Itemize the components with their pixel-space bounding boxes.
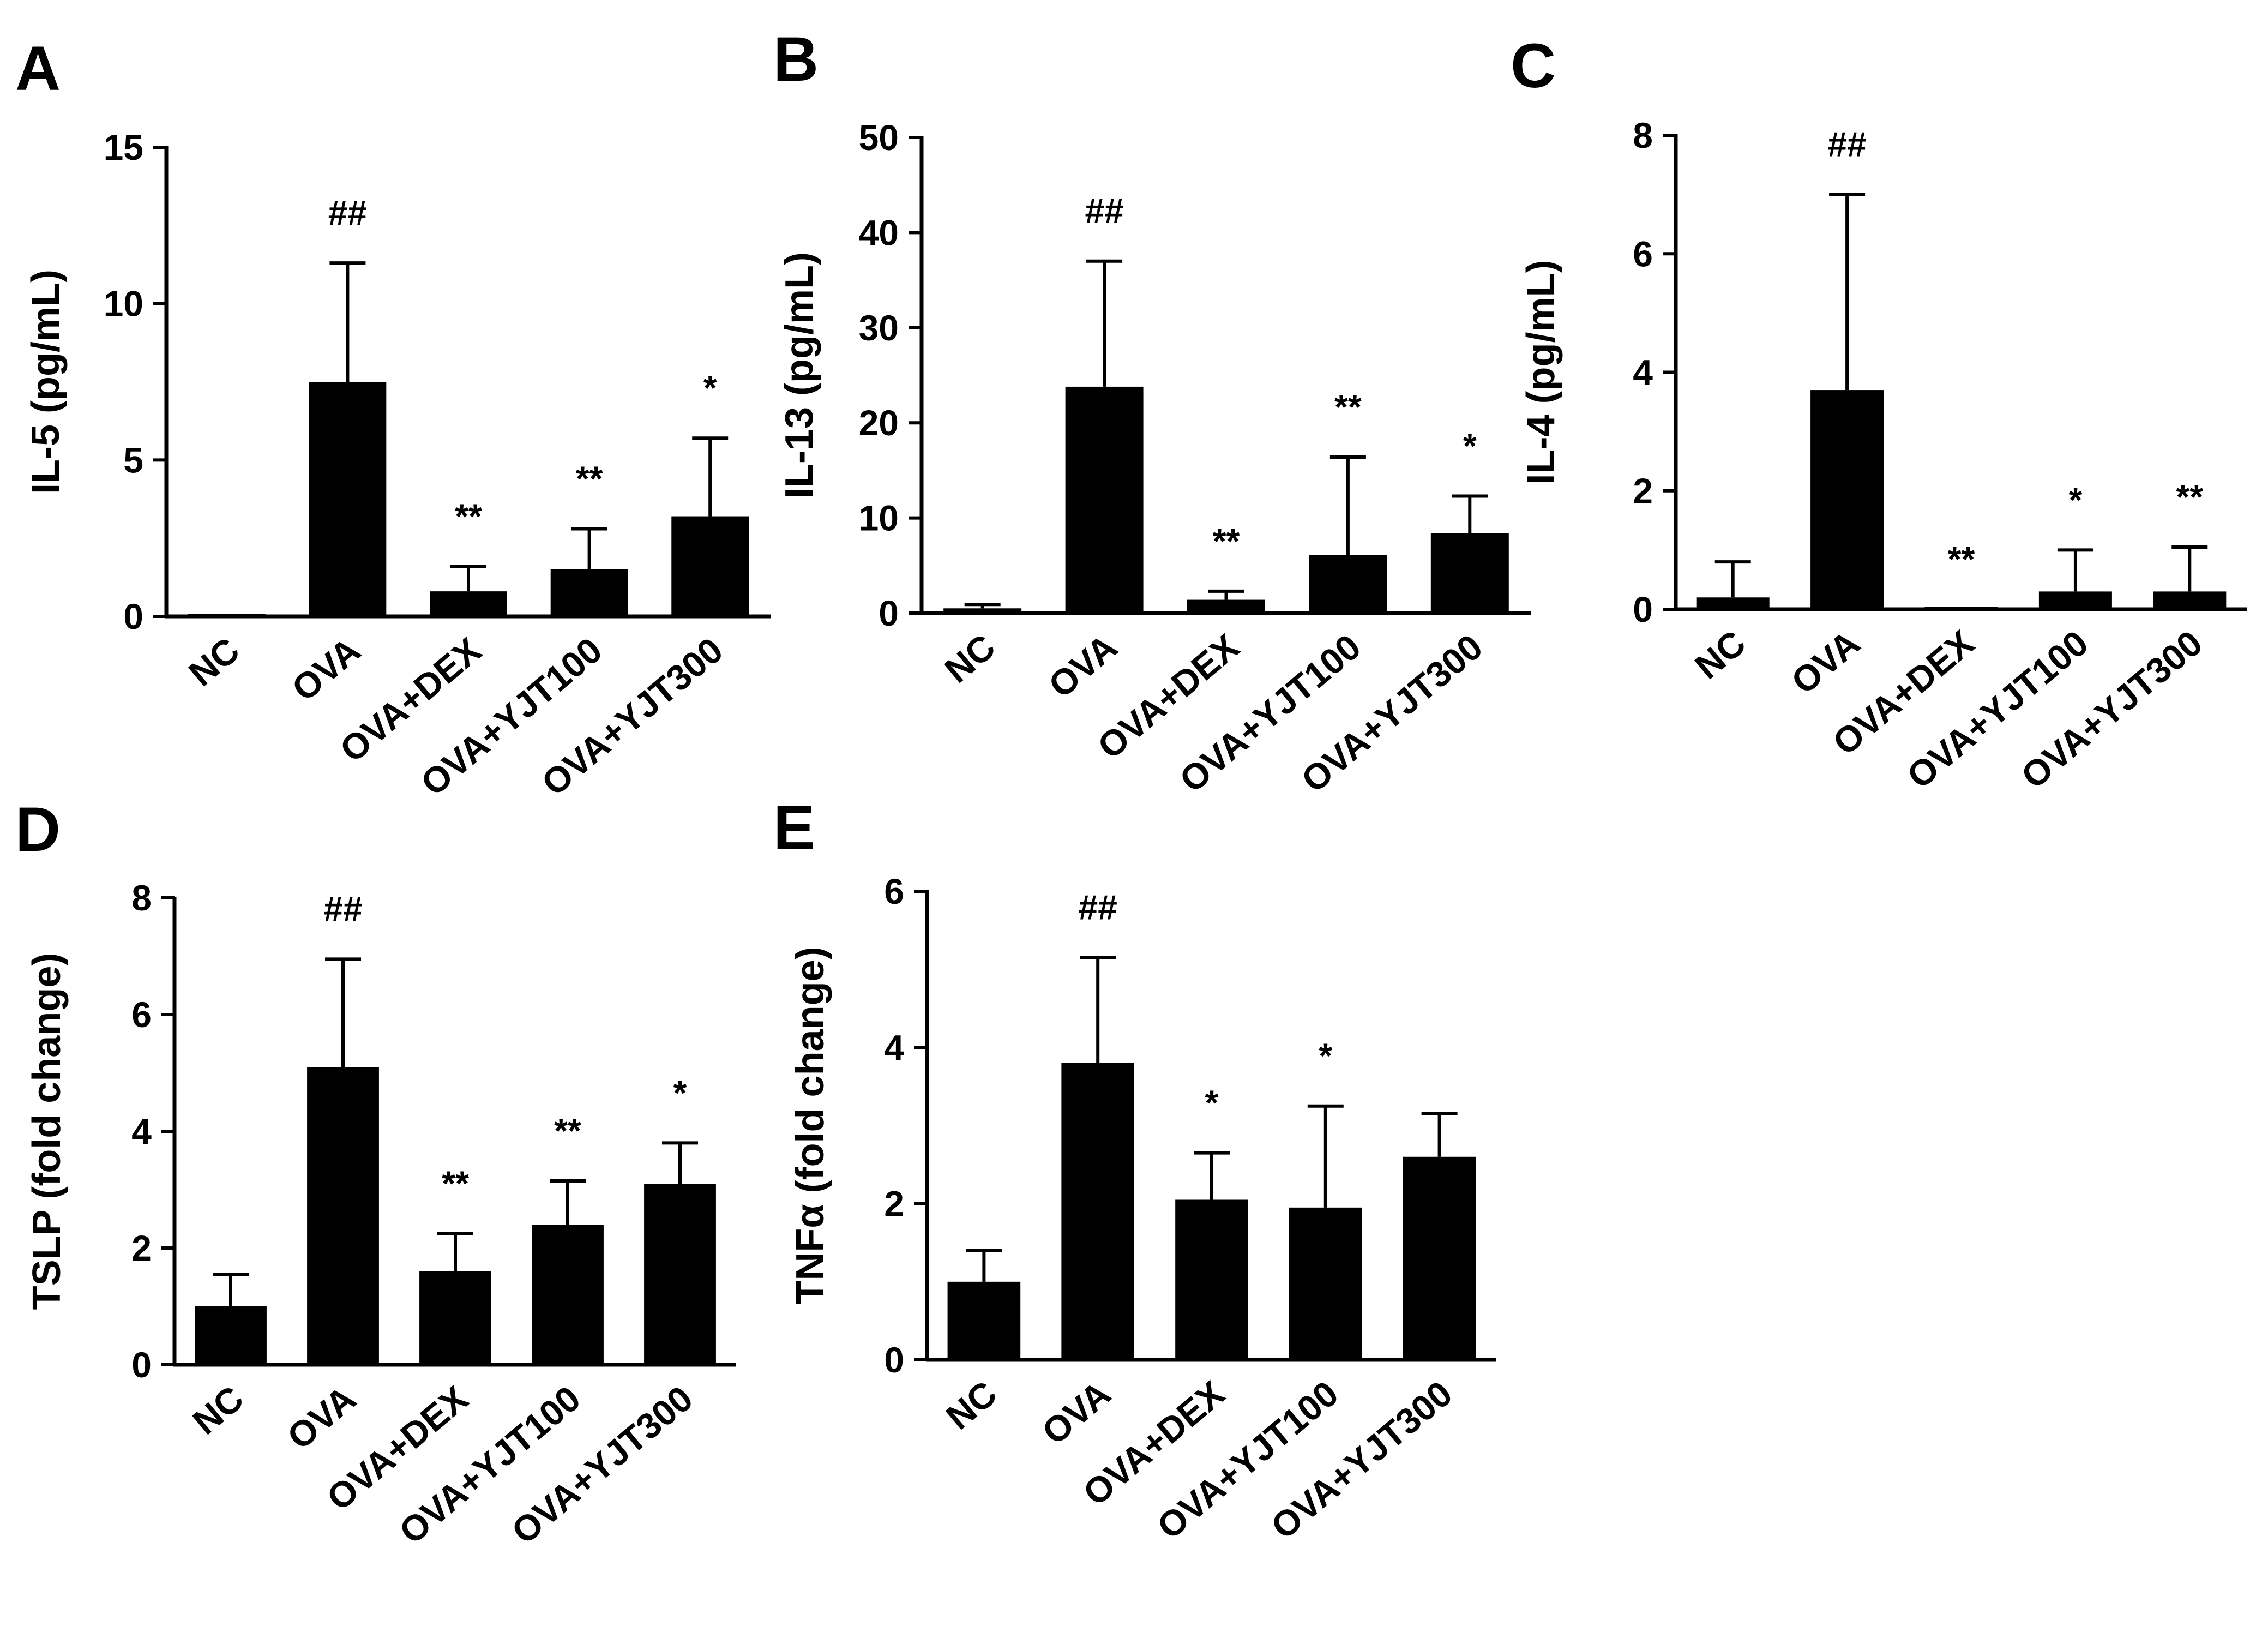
panel-e-y-tick-label: 2 (884, 1184, 904, 1224)
panel-e-category-label: NC (939, 1373, 1004, 1437)
panel-b-y-tick-label: 50 (859, 117, 899, 158)
panel-d-significance-label: ## (323, 889, 362, 928)
panel-d-y-tick-label: 4 (131, 1111, 152, 1151)
panel-a-significance-label: * (703, 368, 717, 407)
panel-e-y-tick-label: 4 (884, 1027, 904, 1067)
panel-a-y-axis-label: IL-5 (pg/mL) (24, 269, 68, 494)
panel-e-significance-label: * (1205, 1083, 1219, 1123)
panel-a-bar (430, 591, 507, 616)
panel-a-category-label: OVA (284, 629, 368, 709)
panel-d-bar (532, 1225, 604, 1365)
panel-d-y-tick-label: 0 (131, 1345, 152, 1385)
panel-c-y-axis-label: IL-4 (pg/mL) (1519, 260, 1563, 485)
panel-e-bar (1289, 1207, 1362, 1360)
panel-c-letter: C (1511, 31, 1556, 101)
panel-b-y-tick-label: 10 (859, 498, 899, 538)
panel-a-significance-label: ** (455, 496, 482, 536)
panel-d-category-label: OVA (280, 1378, 363, 1457)
panel-b-bar (1430, 533, 1509, 613)
panel-c-y-tick-label: 8 (1633, 115, 1653, 155)
panel-a-significance-label: ** (576, 459, 603, 498)
panel-d-significance-label: ** (442, 1163, 469, 1203)
panel-d-bar (195, 1306, 267, 1365)
panel-b-category-label: OVA (1041, 626, 1124, 705)
panel-d-significance-label: ** (554, 1111, 581, 1150)
panel-a-bar (550, 569, 628, 616)
panel-d-y-tick-label: 8 (131, 878, 152, 918)
panel-c-bar (1696, 597, 1770, 609)
panel-a-y-tick-label: 15 (104, 127, 143, 167)
panel-c-y-tick-label: 2 (1633, 471, 1653, 511)
panel-c: CIL-4 (pg/mL)02468NC##OVA**OVA+DEX*OVA+Y… (1511, 31, 2247, 796)
panel-c-y-tick-label: 6 (1633, 233, 1653, 274)
panel-d-letter: D (15, 795, 61, 865)
panel-e-y-tick-label: 6 (884, 871, 904, 911)
panel-b-bar (1065, 386, 1144, 613)
panel-b-y-tick-label: 30 (859, 308, 899, 348)
panel-b-y-axis-label: IL-13 (pg/mL) (778, 252, 821, 499)
panel-a-letter: A (15, 34, 61, 104)
panel-d-y-tick-label: 6 (131, 994, 152, 1035)
panel-c-y-tick-label: 4 (1633, 352, 1653, 393)
panel-b-significance-label: ** (1334, 387, 1362, 427)
panel-d-y-tick-label: 2 (131, 1228, 152, 1268)
panel-e-letter: E (773, 793, 815, 863)
panel-e-category-label: OVA (1034, 1373, 1118, 1452)
panel-c-bar (2038, 591, 2112, 609)
panel-e-significance-label: ## (1079, 888, 1117, 927)
panel-c-significance-label: ## (1828, 125, 1867, 164)
panel-a-significance-label: ## (328, 193, 367, 232)
panel-b-letter: B (773, 25, 819, 94)
panel-d-bar (644, 1184, 716, 1365)
panel-a-bar (671, 516, 749, 616)
panel-c-significance-label: ** (1948, 539, 1975, 579)
panel-b-significance-label: ** (1213, 521, 1240, 561)
panel-e-y-axis-label: TNFα (fold change) (789, 946, 832, 1304)
panel-b-y-tick-label: 40 (859, 212, 899, 253)
panel-e-bar (1175, 1199, 1248, 1360)
panel-a-category-label: NC (181, 629, 247, 694)
panel-c-bar (1924, 607, 1998, 609)
panel-c-bar (2153, 591, 2227, 609)
panel-b-bar (943, 608, 1022, 613)
panel-c-bar (1810, 390, 1884, 609)
panel-e-y-tick-label: 0 (884, 1340, 904, 1380)
panel-b-y-tick-label: 20 (859, 403, 899, 443)
panel-b-y-tick-label: 0 (879, 593, 899, 633)
panel-b-bar (1187, 599, 1265, 613)
panel-d-category-label: NC (185, 1378, 251, 1442)
panel-c-y-tick-label: 0 (1633, 589, 1653, 629)
panel-a: AIL-5 (pg/mL)051015NC##OVA**OVA+DEX**OVA… (15, 34, 771, 803)
panel-d-y-axis-label: TSLP (fold change) (25, 953, 69, 1310)
panel-e-bar (1403, 1156, 1476, 1360)
panel-e-significance-label: * (1319, 1036, 1332, 1076)
panel-b-significance-label: * (1463, 426, 1477, 465)
panel-c-significance-label: ** (2176, 477, 2203, 517)
panel-a-y-tick-label: 10 (104, 284, 143, 324)
panel-c-significance-label: * (2068, 480, 2082, 519)
panel-d-bar (307, 1067, 379, 1365)
panel-a-y-tick-label: 0 (123, 596, 143, 637)
panel-a-y-tick-label: 5 (123, 440, 143, 480)
panel-a-bar (309, 382, 387, 616)
panel-b-bar (1309, 555, 1387, 613)
panel-c-category-label: OVA (1784, 622, 1867, 701)
panel-d-bar (419, 1271, 491, 1365)
panel-e-bar (947, 1281, 1021, 1360)
panel-c-category-label: NC (1687, 622, 1753, 687)
panel-b-category-label: NC (937, 626, 1003, 691)
panel-e-bar (1061, 1063, 1135, 1360)
panel-d-significance-label: * (673, 1073, 687, 1112)
panel-b-significance-label: ## (1085, 191, 1124, 231)
panel-b: BIL-13 (pg/mL)01020304050NC##OVA**OVA+DE… (773, 25, 1531, 800)
panel-a-bar (188, 614, 266, 616)
